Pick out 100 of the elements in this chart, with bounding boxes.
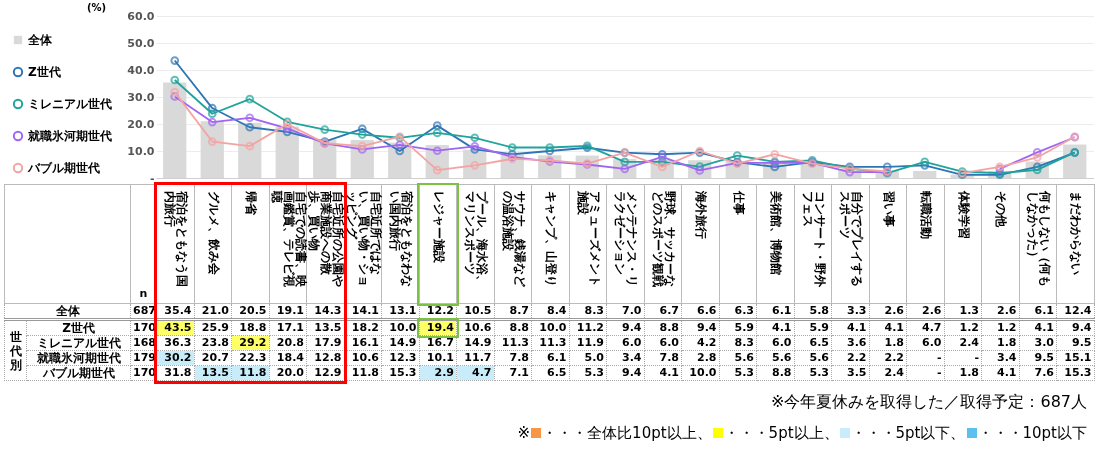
data-label: 6.1 xyxy=(756,303,794,320)
data-label: 29.2 xyxy=(231,335,269,351)
data-label: 5.6 xyxy=(756,350,794,366)
data-label: 11.3 xyxy=(531,335,569,351)
data-label: 11.2 xyxy=(569,319,607,336)
x-tick-label: 何もしない（何もしなかった） xyxy=(1024,191,1053,289)
data-label: 10.1 xyxy=(419,350,457,366)
data-label: 20.0 xyxy=(269,365,307,381)
data-label: 12.4 xyxy=(1056,303,1094,320)
data-label: 8.7 xyxy=(494,303,532,320)
data-label: 1.8 xyxy=(869,335,907,351)
data-label: 13.5 xyxy=(194,365,232,381)
x-tick-label: キャンプ、山登り xyxy=(543,191,559,289)
data-label: 1.8 xyxy=(944,365,982,381)
x-tick-label: 習い事 xyxy=(880,191,897,229)
data-label: 2.6 xyxy=(906,303,944,320)
data-label: 10.6 xyxy=(456,319,494,336)
data-label: 6.0 xyxy=(644,335,682,351)
data-label: 21.0 xyxy=(194,303,232,320)
data-label: 5.9 xyxy=(794,319,832,336)
data-label: 6.1 xyxy=(531,350,569,366)
data-label: 15.1 xyxy=(1056,350,1094,366)
data-label: 14.9 xyxy=(456,335,494,351)
x-tick-label: 自宅での読書、映画鑑賞、テレビ視聴 xyxy=(269,191,308,289)
data-label: 9.5 xyxy=(1019,350,1057,366)
text: 全体 xyxy=(55,304,80,318)
text: ミレニアル世代 xyxy=(36,336,121,350)
data-label: 11.8 xyxy=(344,365,382,381)
data-label: 17.1 xyxy=(269,319,307,336)
data-label: 7.1 xyxy=(494,365,532,381)
data-label: 22.3 xyxy=(231,350,269,366)
data-label: 3.3 xyxy=(831,303,869,320)
data-label: 25.9 xyxy=(194,319,232,336)
data-label: 4.7 xyxy=(906,319,944,336)
data-label: 1.2 xyxy=(944,319,982,336)
data-label: 8.8 xyxy=(756,365,794,381)
data-label: 11.7 xyxy=(456,350,494,366)
data-label: 2.8 xyxy=(681,350,719,366)
x-tick-label: 転職活動 xyxy=(918,191,934,241)
data-label: 31.8 xyxy=(156,365,194,381)
data-label: 5.3 xyxy=(719,365,757,381)
x-tick-label: メンテナンス・リラクゼーション xyxy=(612,191,640,289)
data-label: 10.5 xyxy=(456,303,494,320)
x-tick-label: 自宅近所の公園や商業施設への散歩、買い物 xyxy=(307,191,345,289)
y-tick-label: 30.0 xyxy=(127,90,155,104)
data-label: 5.8 xyxy=(794,303,832,320)
data-label: 18.4 xyxy=(269,350,307,366)
data-label: 3.0 xyxy=(1019,335,1057,351)
y-tick-label: 40.0 xyxy=(127,63,155,77)
y-tick-label: - xyxy=(149,171,155,185)
data-label: 6.1 xyxy=(1019,303,1057,320)
data-label: 9.4 xyxy=(681,319,719,336)
x-tick-label: コンサート・野外フェス xyxy=(799,191,828,289)
data-label: 2.2 xyxy=(831,350,869,366)
x-tick-label: 帰省 xyxy=(243,191,259,217)
data-label: 1.8 xyxy=(981,335,1019,351)
x-tick-label: 体験学習 xyxy=(955,191,972,241)
data-label: 4.1 xyxy=(869,319,907,336)
data-label: 6.6 xyxy=(681,303,719,320)
data-label: 36.3 xyxy=(156,335,194,351)
data-label: 9.4 xyxy=(1056,319,1094,336)
text: ※ xyxy=(517,424,531,442)
data-label: 12.9 xyxy=(306,365,344,381)
data-label: 7.0 xyxy=(606,303,644,320)
x-tick-label: レジャー施設 xyxy=(430,191,447,265)
data-label: 7.6 xyxy=(1019,365,1057,381)
data-label: 6.0 xyxy=(906,335,944,351)
text: - xyxy=(936,351,942,364)
data-label: 23.8 xyxy=(194,335,232,351)
data-label: 2.4 xyxy=(869,365,907,381)
x-tick-label: 宿泊をともなう国内旅行 xyxy=(162,191,190,289)
legend-label: ミレニアル世代 xyxy=(28,97,112,111)
x-tick-label: アミューズメント施設 xyxy=(574,191,603,289)
text: - xyxy=(936,366,942,379)
y-tick-label: 50.0 xyxy=(127,36,155,50)
text: ・・・5pt以下、 xyxy=(850,424,966,442)
data-label: 13.1 xyxy=(381,303,419,320)
data-label: 2.6 xyxy=(981,303,1019,320)
data-label: 5.3 xyxy=(569,365,607,381)
data-label: 11.9 xyxy=(569,335,607,351)
data-label: 10.0 xyxy=(381,319,419,336)
y-tick-label: 10.0 xyxy=(127,144,155,158)
data-label: 20.7 xyxy=(194,350,232,366)
text: ※今年夏休みを取得した／取得予定：687人 xyxy=(771,392,1087,413)
data-label: 4.1 xyxy=(756,319,794,336)
data-label: 7.8 xyxy=(494,350,532,366)
data-label: 6.7 xyxy=(644,303,682,320)
data-label: 10.0 xyxy=(531,319,569,336)
y-tick-label: 20.0 xyxy=(127,117,155,131)
data-label: 16.1 xyxy=(344,335,382,351)
text: - xyxy=(974,351,979,364)
x-tick-label: 自宅近所ではない、買い物・ショッピング xyxy=(344,191,383,289)
x-tick-label: その他 xyxy=(993,191,1009,229)
data-label: 3.4 xyxy=(981,350,1019,366)
text: ・・・5pt以上、 xyxy=(723,424,839,442)
data-label: 18.8 xyxy=(231,319,269,336)
legend-label: Z世代 xyxy=(28,65,61,79)
text: バブル期世代 xyxy=(42,366,115,380)
data-label: 17.9 xyxy=(306,335,344,351)
data-label: 10.0 xyxy=(681,365,719,381)
